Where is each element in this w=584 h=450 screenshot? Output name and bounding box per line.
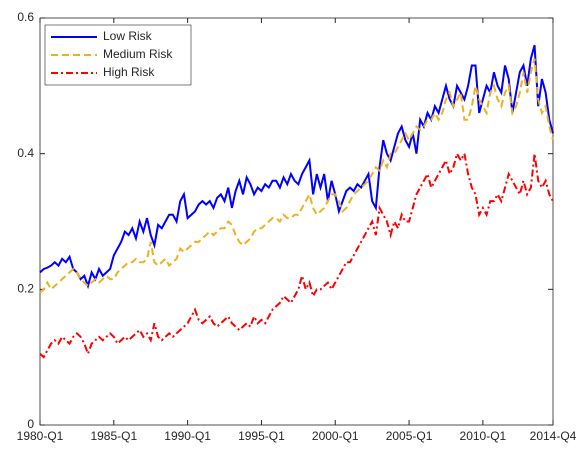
series-line <box>39 44 554 290</box>
legend: Low Risk Medium Risk High Risk <box>44 24 192 86</box>
x-tick-label: 2010-Q1 <box>460 429 507 443</box>
series-line <box>39 150 554 359</box>
legend-box <box>44 24 192 86</box>
x-tick-label: 1995-Q1 <box>238 429 285 443</box>
legend-label: Medium Risk <box>103 47 173 61</box>
y-tick-label: 0.2 <box>17 282 34 296</box>
x-tick-label: 1985-Q1 <box>90 429 137 443</box>
legend-label: Low Risk <box>103 29 153 43</box>
x-tick-label: 2005-Q1 <box>386 429 433 443</box>
x-tick-label: 1980-Q1 <box>17 429 64 443</box>
legend-label: High Risk <box>103 65 155 79</box>
y-tick-label: 0 <box>27 417 34 431</box>
series-line <box>39 58 554 294</box>
y-tick-label: 0.6 <box>17 10 34 24</box>
x-tick-label: 2014-Q4 <box>530 429 577 443</box>
y-tick-label: 0.4 <box>17 146 34 160</box>
x-tick-label: 1990-Q1 <box>164 429 211 443</box>
x-tick-label: 2000-Q1 <box>312 429 359 443</box>
